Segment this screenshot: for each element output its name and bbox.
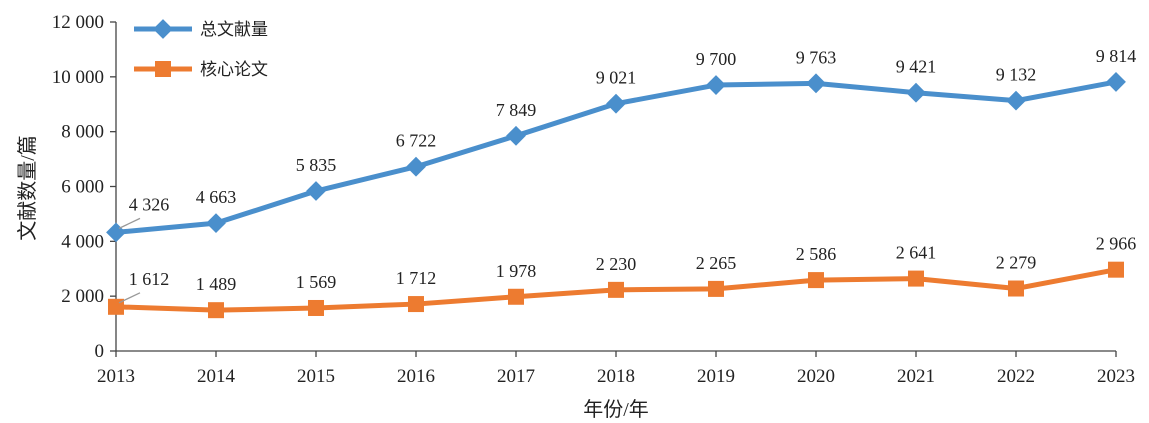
y-tick-label: 6 000 (61, 177, 104, 198)
data-point-square (508, 288, 524, 305)
data-point-square (708, 280, 724, 297)
x-tick-label: 2023 (1097, 366, 1135, 387)
axis-ticks: 0 2 000 4 000 6 000 8 000 10 000 12 000 2013 201… (52, 12, 1135, 387)
y-tick-label: 4 000 (61, 231, 104, 252)
data-label: 7 849 (496, 100, 537, 120)
data-label: 1 569 (296, 272, 337, 292)
data-label: 9 700 (696, 49, 737, 69)
data-label: 2 265 (696, 253, 737, 273)
legend-marker-square (155, 61, 171, 77)
data-point-diamond (606, 93, 626, 114)
data-point-square (908, 270, 924, 287)
data-point-square (208, 302, 224, 319)
data-point-diamond (406, 156, 426, 177)
y-tick-label: 8 000 (61, 122, 104, 143)
data-label: 1 712 (396, 268, 437, 288)
legend: 总文献量 核心论文 (134, 19, 268, 79)
x-tick-label: 2019 (697, 366, 735, 387)
legend-label-total: 总文献量 (200, 20, 268, 39)
x-tick-label: 2016 (397, 366, 435, 387)
data-point-square (408, 296, 424, 313)
data-point-diamond (1106, 72, 1126, 92)
data-point-diamond (306, 181, 326, 201)
data-label: 2 966 (1096, 234, 1137, 254)
y-axis-title: 文献数量/篇 (16, 135, 39, 241)
data-point-diamond (106, 222, 126, 243)
label-leader-line (118, 217, 141, 229)
data-label: 9 763 (796, 47, 837, 67)
data-point-square (1108, 261, 1124, 278)
data-label: 1 489 (196, 274, 237, 294)
y-tick-label: 2 000 (61, 286, 104, 307)
x-tick-label: 2018 (597, 366, 635, 387)
data-point-diamond (206, 213, 226, 234)
x-tick-label: 2013 (97, 366, 135, 387)
data-point-diamond (706, 75, 726, 95)
data-label: 9 814 (1096, 46, 1137, 66)
data-label: 4 326 (129, 194, 170, 214)
x-tick-label: 2015 (297, 366, 335, 387)
y-tick-label: 10 000 (52, 67, 104, 88)
data-label: 2 279 (996, 253, 1037, 273)
data-label: 2 641 (896, 243, 937, 263)
label-leader-line (118, 292, 141, 304)
data-label: 9 021 (596, 68, 637, 88)
data-point-diamond (906, 82, 926, 103)
data-point-square (1008, 280, 1024, 297)
data-point-square (608, 281, 624, 298)
x-tick-label: 2020 (797, 366, 835, 387)
data-point-diamond (1006, 90, 1026, 111)
data-labels: 4 326 4 663 5 835 6 722 7 849 9 021 9 700 9 763… (118, 46, 1137, 304)
data-label: 1 978 (496, 261, 537, 281)
y-tick-label: 12 000 (52, 12, 104, 33)
legend-label-core: 核心论文 (200, 60, 268, 79)
data-label: 2 586 (796, 244, 837, 264)
data-label: 6 722 (396, 131, 437, 151)
legend-marker-diamond (153, 19, 173, 39)
x-tick-label: 2022 (997, 366, 1035, 387)
data-point-diamond (506, 125, 526, 146)
x-tick-label: 2021 (897, 366, 935, 387)
x-tick-label: 2017 (497, 366, 535, 387)
y-tick-label: 0 (95, 341, 105, 362)
data-point-square (808, 272, 824, 289)
data-point-square (308, 299, 324, 316)
x-tick-label: 2014 (197, 366, 236, 387)
x-axis-title: 年份/年 (583, 398, 649, 421)
data-label: 2 230 (596, 254, 637, 274)
data-label: 9 421 (896, 57, 937, 77)
data-label: 1 612 (129, 269, 170, 289)
data-label: 9 132 (996, 65, 1037, 85)
data-label: 4 663 (196, 187, 237, 207)
data-point-diamond (806, 73, 826, 94)
data-series (106, 72, 1126, 319)
data-label: 5 835 (296, 155, 337, 175)
